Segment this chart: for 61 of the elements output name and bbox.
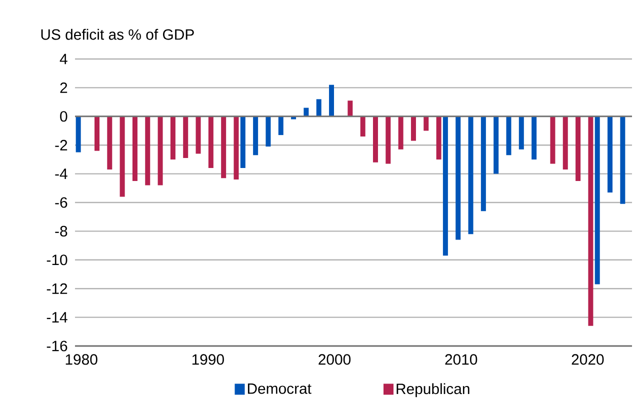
bar bbox=[410, 116, 416, 141]
y-tick-label: 0 bbox=[60, 111, 68, 122]
bar bbox=[196, 116, 201, 154]
bar bbox=[316, 99, 322, 116]
bar bbox=[372, 116, 378, 162]
bar bbox=[532, 116, 537, 160]
bar bbox=[506, 116, 512, 156]
bar bbox=[608, 116, 613, 192]
y-tick-label: -16 bbox=[46, 340, 68, 352]
bar bbox=[398, 116, 404, 150]
bar bbox=[436, 116, 442, 160]
y-tick-label: -2 bbox=[55, 140, 68, 150]
legend-label: Democrat bbox=[248, 383, 312, 394]
bar bbox=[480, 116, 486, 212]
bar bbox=[76, 116, 81, 152]
bar bbox=[494, 116, 499, 174]
bar bbox=[550, 116, 556, 164]
bar bbox=[424, 116, 429, 131]
bar bbox=[132, 116, 138, 181]
y-tick-label: -8 bbox=[55, 226, 68, 236]
y-tick-label: -4 bbox=[55, 168, 68, 179]
bar bbox=[468, 116, 474, 234]
y-tick-label: -10 bbox=[46, 254, 68, 266]
bar bbox=[518, 116, 524, 150]
bar bbox=[594, 116, 600, 284]
x-tick-label: 2020 bbox=[572, 354, 604, 365]
bar bbox=[170, 116, 176, 160]
bar bbox=[562, 116, 568, 170]
y-tick-label: 4 bbox=[60, 54, 68, 64]
y-tick-label: -12 bbox=[46, 283, 68, 294]
bar bbox=[183, 116, 188, 158]
bar bbox=[266, 116, 271, 147]
bar bbox=[234, 116, 239, 180]
bar bbox=[240, 116, 246, 168]
bar bbox=[576, 116, 581, 181]
y-tick-label: 2 bbox=[60, 82, 68, 93]
y-axis-title: US deficit as % of GDP bbox=[41, 28, 194, 40]
y-tick-label: -6 bbox=[55, 197, 68, 208]
x-tick-label: 2000 bbox=[318, 354, 351, 365]
bar bbox=[620, 116, 626, 204]
bar bbox=[329, 84, 334, 116]
bar bbox=[120, 116, 125, 197]
y-tick-label: -14 bbox=[46, 312, 68, 322]
bar bbox=[208, 116, 214, 168]
bar bbox=[253, 116, 258, 156]
bar bbox=[442, 116, 448, 256]
bar bbox=[588, 116, 594, 326]
legend-label: Republican bbox=[396, 383, 470, 398]
bar bbox=[278, 116, 284, 136]
bar bbox=[94, 116, 100, 151]
bar bbox=[145, 116, 150, 186]
x-tick-label: 1990 bbox=[192, 354, 224, 365]
x-tick-label: 2010 bbox=[445, 354, 478, 365]
bar bbox=[221, 116, 226, 178]
bar bbox=[348, 100, 353, 116]
bar bbox=[360, 116, 366, 136]
x-tick-label: 1980 bbox=[66, 354, 98, 365]
bar bbox=[456, 116, 461, 240]
bar bbox=[107, 116, 112, 170]
bar bbox=[386, 116, 391, 164]
bar bbox=[158, 116, 163, 186]
